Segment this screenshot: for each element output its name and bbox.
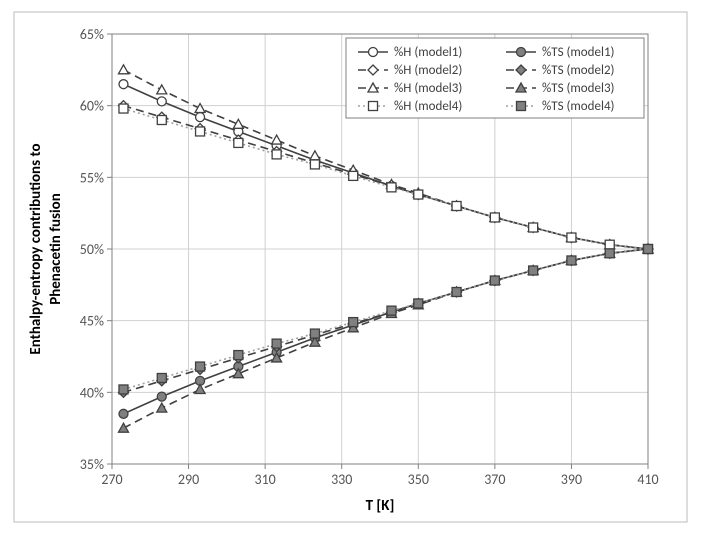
y-tick-label: 60% [80,98,104,115]
marker-square [157,374,166,383]
marker-square [605,249,614,258]
marker-square [119,104,128,113]
marker-square [369,102,378,111]
x-tick-label: 310 [254,471,275,488]
marker-circle [157,97,166,106]
marker-circle [119,409,128,418]
marker-square [387,183,396,192]
marker-square [157,116,166,125]
marker-square [310,160,319,169]
legend-label: %H (model2) [394,63,462,78]
legend-label: %H (model4) [394,99,462,114]
marker-square [644,245,653,254]
legend-label: %H (model1) [394,45,462,60]
marker-square [234,351,243,360]
x-tick-label: 270 [101,471,122,488]
marker-square [490,276,499,285]
marker-square [517,102,526,111]
y-axis-label-2: Phenacetin fusion [47,193,65,305]
marker-square [387,306,396,315]
marker-square [272,339,281,348]
enthalpy-entropy-chart: 270 290 310 330 350 370 390 410 35% 40% 45% 50% 55% 6… [0,0,701,534]
y-tick-label: 40% [80,384,104,401]
marker-square [196,127,205,136]
y-tick-label: 50% [80,241,104,258]
y-tick-label: 35% [80,456,104,473]
marker-square [605,240,614,249]
legend-label: %TS (model3) [542,81,614,96]
legend-label: %TS (model2) [542,63,614,78]
x-tick-label: 350 [408,471,429,488]
marker-square [452,288,461,297]
marker-square [349,171,358,180]
x-tick-label: 370 [484,471,505,488]
legend-label: %TS (model4) [542,99,614,114]
marker-square [452,202,461,211]
marker-square [529,266,538,275]
x-tick-label: 410 [637,471,658,488]
y-tick-label: 45% [80,313,104,330]
marker-square [349,318,358,327]
marker-circle [196,113,205,122]
marker-circle [369,48,378,57]
legend-label: %H (model3) [394,81,462,96]
marker-square [234,138,243,147]
y-axis-label-1: Enthalpy-entropy contributions to [27,143,45,354]
marker-square [414,190,423,199]
x-tick-label: 330 [331,471,352,488]
x-axis-label: T [K] [366,497,395,515]
marker-square [272,150,281,159]
x-tick-label: 390 [561,471,582,488]
marker-square [196,362,205,371]
x-tick-label: 290 [178,471,199,488]
marker-square [119,385,128,394]
marker-circle [157,392,166,401]
marker-square [490,213,499,222]
marker-square [567,256,576,265]
marker-circle [517,48,526,57]
y-tick-label: 55% [80,169,104,186]
y-tick-label: 65% [80,26,104,43]
legend-label: %TS (model1) [542,45,614,60]
marker-square [414,299,423,308]
marker-square [529,223,538,232]
marker-circle [119,80,128,89]
marker-square [310,329,319,338]
marker-square [567,233,576,242]
